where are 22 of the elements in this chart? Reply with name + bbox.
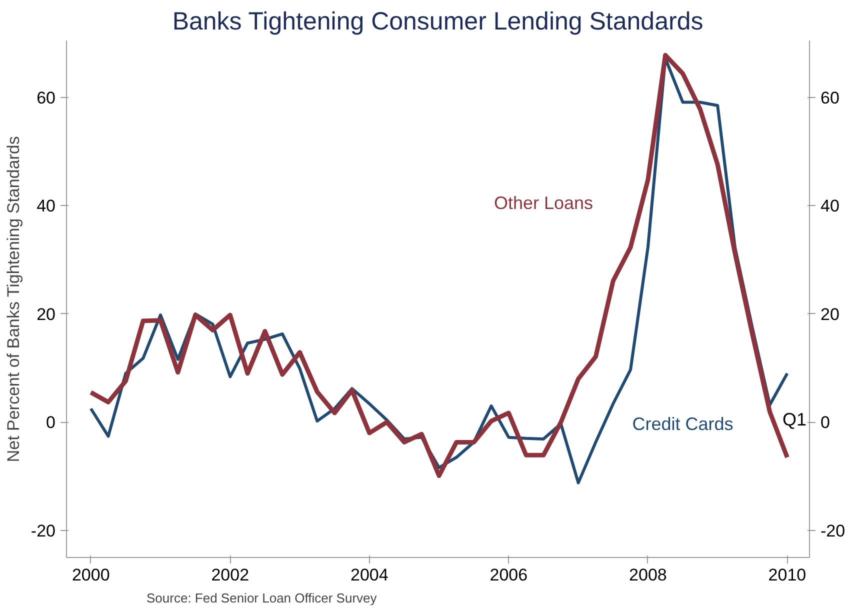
y-tick-label: 0 <box>46 413 56 432</box>
chart-title: Banks Tightening Consumer Lending Standards <box>172 8 704 36</box>
y2-tick-label: 60 <box>820 88 840 108</box>
y2-tick-label: 20 <box>820 304 840 324</box>
x-tick-label: 2000 <box>72 566 110 584</box>
y-tick-label: 20 <box>36 304 56 324</box>
y2-tick-label: 0 <box>820 413 830 432</box>
y-axis-title: Net Percent of Banks Tightening Standards <box>4 136 23 462</box>
x-tick-label: 2002 <box>211 566 250 584</box>
y2-tick-label: 40 <box>820 196 840 216</box>
y2-tick-label: -20 <box>820 521 846 540</box>
text: Other Loans <box>494 192 594 213</box>
x-tick-label: 2006 <box>490 566 528 584</box>
y-tick-label: 60 <box>36 88 56 108</box>
x-tick-label: 2010 <box>768 566 806 584</box>
y-tick-label: 40 <box>36 196 56 216</box>
source-note: Source: Fed Senior Loan Officer Survey <box>146 590 378 606</box>
x-tick-label: 2008 <box>629 566 667 584</box>
series-label: Credit Cards <box>632 414 734 434</box>
y-tick-label: -20 <box>30 521 56 540</box>
x-tick-label: 2004 <box>350 566 388 584</box>
annotation: Q1 <box>782 409 807 430</box>
